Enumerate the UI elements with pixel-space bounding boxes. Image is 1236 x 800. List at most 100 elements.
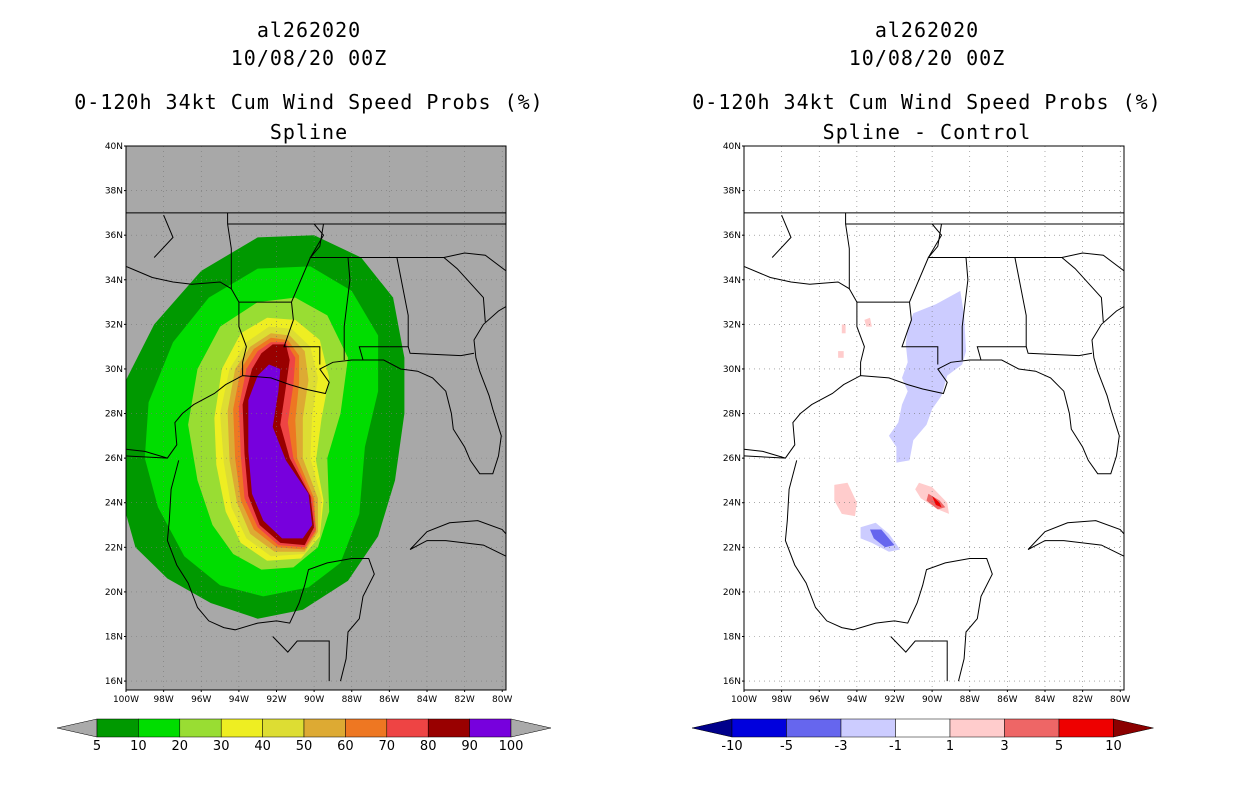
lat-tick-label: 36N: [723, 231, 741, 241]
mexico-coastline: [166, 460, 375, 682]
lat-tick-label: 20N: [105, 588, 123, 598]
lat-tick-label: 28N: [723, 410, 741, 420]
graticule: [126, 146, 506, 690]
colorbar-swatch: [1004, 718, 1060, 738]
left-panel: al262020 10/08/20 00Z 0-120h 34kt Cum Wi…: [56, 18, 552, 754]
colorbar-label: -1: [889, 739, 902, 754]
map-area: [125, 145, 507, 691]
colorbar-swatch: [427, 718, 470, 738]
map-area: [743, 145, 1125, 691]
difference-map: 40N 38N 36N 34N 32N 30N 28N 26N 24N 22N 20N 18N 16N 1…: [691, 142, 1154, 754]
colorbar: 5 10 20 30 40 50 60 70 80 90 100: [56, 718, 552, 754]
lon-tick-label: 98W: [153, 695, 173, 705]
positive-anomaly-region: [932, 496, 942, 508]
colorbar: -10 -5 -3 -1 1 3 5 10: [691, 718, 1154, 754]
colorbar-label: -5: [780, 739, 793, 754]
colorbar-label: 70: [379, 739, 396, 754]
state-border: [343, 257, 351, 360]
lon-tick-label: 82W: [454, 695, 474, 705]
lon-tick-label: 90W: [922, 695, 942, 705]
storm-id-title: al262020: [256, 18, 362, 42]
colorbar-swatch: [786, 718, 842, 738]
colorbar-swatch: [303, 718, 346, 738]
lat-tick-label: 16N: [723, 677, 741, 687]
lat-tick-label: 16N: [105, 677, 123, 687]
product-title: 0-120h 34kt Cum Wind Speed Probs (%): [692, 90, 1162, 114]
colorbar-swatch: [262, 718, 305, 738]
colorbar-swatch: [179, 718, 222, 738]
colorbar-over-arrow: [510, 718, 552, 738]
panel-subtitle: Spline: [269, 120, 349, 144]
state-border: [927, 223, 1124, 272]
lat-tick-label: 22N: [723, 543, 741, 553]
mexico-coastline: [784, 460, 993, 682]
colorbar-swatch: [345, 718, 388, 738]
graticule: [744, 146, 1124, 690]
colorbar-swatch: [96, 718, 139, 738]
contour-90: [248, 364, 313, 539]
colorbar-swatch: [386, 718, 429, 738]
lon-tick-label: 80W: [492, 695, 512, 705]
datetime-title: 10/08/20 00Z: [848, 46, 1006, 70]
positive-anomaly-region: [834, 482, 857, 517]
panel-subtitle: Spline - Control: [822, 120, 1032, 144]
map-frame: [743, 145, 1125, 691]
state-border: [407, 346, 475, 357]
colorbar-label: -3: [835, 739, 848, 754]
lon-tick-label: 84W: [417, 695, 437, 705]
state-border: [126, 212, 232, 290]
probability-map: 40N 38N 36N 34N 32N 30N 28N 26N 24N 22N 20N 18N 16N 1…: [56, 142, 552, 754]
lat-tick-label: 40N: [105, 142, 123, 152]
colorbar-swatch: [949, 718, 1005, 738]
colorbar-swatch: [840, 718, 896, 738]
state-border: [744, 212, 850, 290]
lon-tick-label: 88W: [342, 695, 362, 705]
lat-tick-label: 38N: [105, 187, 123, 197]
lat-tick-label: 32N: [723, 320, 741, 330]
coastlines: [744, 212, 1124, 682]
lat-tick-label: 34N: [723, 276, 741, 286]
colorbar-swatch: [895, 718, 951, 738]
colorbar-label: 30: [213, 739, 230, 754]
us-coastline: [744, 306, 1124, 475]
map-content: [744, 146, 1124, 690]
lat-tick-label: 22N: [105, 543, 123, 553]
state-border: [238, 301, 321, 365]
colorbar-under-arrow: [56, 718, 98, 738]
lon-tick-label: 96W: [809, 695, 829, 705]
country-border: [890, 636, 948, 682]
lon-tick-label: 98W: [771, 695, 791, 705]
lon-tick-label: 100W: [113, 695, 139, 705]
lon-tick-label: 94W: [229, 695, 249, 705]
state-border: [309, 223, 506, 272]
state-border: [1025, 346, 1093, 357]
country-border: [126, 448, 168, 459]
lat-tick-label: 40N: [723, 142, 741, 152]
lat-tick-label: 32N: [105, 320, 123, 330]
river: [928, 223, 942, 258]
positive-anomaly-region: [841, 324, 846, 334]
colorbar-label: 50: [296, 739, 313, 754]
positive-anomaly-region: [838, 351, 844, 358]
colorbar-label: 60: [337, 739, 354, 754]
lat-tick-label: 26N: [105, 454, 123, 464]
colorbar-swatch: [220, 718, 263, 738]
lat-tick-label: 20N: [723, 588, 741, 598]
lat-tick-label: 38N: [723, 187, 741, 197]
colorbar-label: 5: [1055, 739, 1063, 754]
lat-tick-label: 18N: [723, 632, 741, 642]
state-border: [291, 257, 311, 303]
colorbar-label: 80: [420, 739, 437, 754]
colorbar-label: 40: [254, 739, 271, 754]
negative-anomaly-region: [888, 290, 966, 463]
country-border: [272, 636, 330, 682]
negative-anomaly-region: [870, 529, 895, 548]
lat-tick-label: 18N: [105, 632, 123, 642]
lon-tick-label: 86W: [997, 695, 1017, 705]
state-border: [443, 257, 486, 323]
lat-tick-label: 30N: [723, 365, 741, 375]
colorbar-label: 1: [946, 739, 954, 754]
storm-id-title: al262020: [874, 18, 980, 42]
colorbar-label: 100: [499, 739, 524, 754]
lon-tick-label: 92W: [884, 695, 904, 705]
